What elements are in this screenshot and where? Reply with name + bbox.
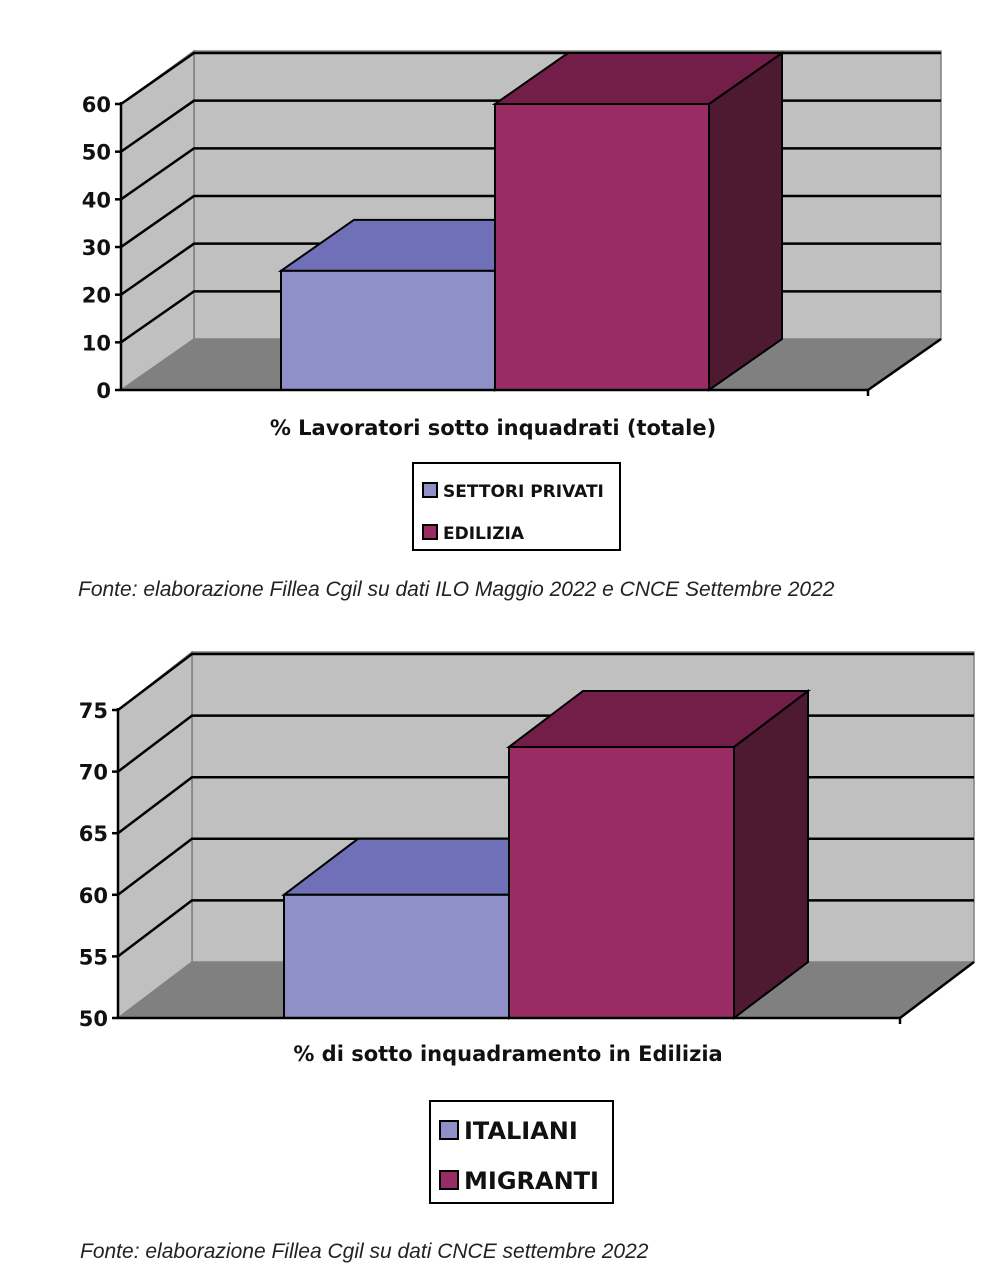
legend-entry-migranti: MIGRANTI (464, 1167, 599, 1195)
chart-sotto-inquadramento-edilizia: 50 55 60 65 70 75 % di sotto inquadramento in … (79, 650, 976, 1204)
bar-italiani (283, 893, 510, 1019)
chart-1-source: Fonte: elaborazione Fillea Cgil su dati … (78, 578, 835, 601)
y-tick-label: 50 (82, 141, 111, 165)
y-tick-label: 20 (82, 284, 111, 308)
y-tick-label: 0 (96, 379, 111, 403)
y-tick-label: 60 (82, 93, 111, 117)
y-tick-label: 40 (82, 188, 111, 212)
y-tick-label: 75 (79, 699, 108, 723)
x-axis-label: % di sotto inquadramento in Edilizia (293, 1042, 722, 1066)
side-wall (117, 650, 193, 1020)
x-axis-depth (867, 337, 942, 392)
legend-swatch (422, 482, 438, 498)
bar-settori-privati (280, 269, 496, 392)
bar-side (733, 688, 809, 1021)
y-tick-label: 30 (82, 236, 111, 260)
bar-edilizia (494, 103, 710, 391)
y-tick-label: 10 (82, 331, 111, 355)
chart-lavoratori-sotto-inquadrati: 0 10 20 30 40 50 60 % Lavoratori sotto inquadra… (82, 49, 943, 551)
x-axis-depth (899, 961, 975, 1019)
chart-2-source: Fonte: elaborazione Fillea Cgil su dati … (80, 1240, 649, 1263)
y-tick-label: 65 (79, 822, 108, 846)
gridline (117, 652, 974, 711)
legend-entry-edilizia: EDILIZIA (443, 524, 525, 544)
legend-entry-italiani: ITALIANI (464, 1117, 578, 1145)
bar-side (708, 51, 783, 392)
legend (412, 462, 621, 551)
legend-entry-settori-privati: SETTORI PRIVATI (443, 482, 604, 502)
legend-swatch (439, 1170, 459, 1190)
y-tick-label: 70 (79, 761, 108, 785)
legend-swatch (422, 524, 438, 540)
bar-migranti (508, 745, 735, 1020)
y-tick-label: 50 (79, 1007, 108, 1031)
x-axis-label: % Lavoratori sotto inquadrati (totale) (270, 416, 716, 440)
legend (429, 1100, 614, 1204)
legend-swatch (439, 1120, 459, 1140)
y-tick-label: 55 (79, 945, 108, 969)
y-tick-label: 60 (79, 884, 108, 908)
